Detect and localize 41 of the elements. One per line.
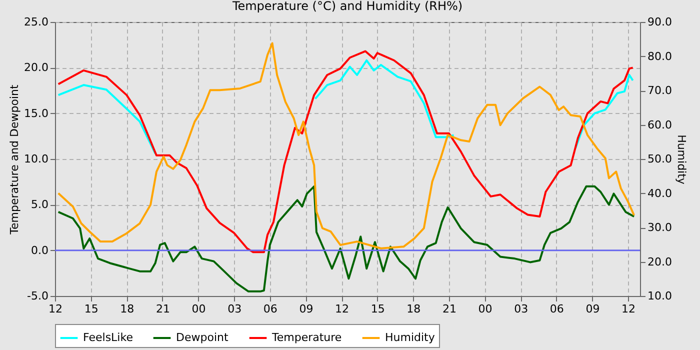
x-tick-label: 21 xyxy=(442,302,456,316)
x-tick-label: 03 xyxy=(514,302,528,316)
y2-tick-label: 10.0 xyxy=(648,290,672,302)
legend-label: Temperature xyxy=(271,331,342,344)
legend-label: FeelsLike xyxy=(83,331,134,344)
x-tick-label: 15 xyxy=(84,302,98,316)
x-tick-label: 03 xyxy=(228,302,242,316)
x-tick-label: 18 xyxy=(406,302,421,316)
x-tick-label: 21 xyxy=(156,302,170,316)
x-tick-label: 00 xyxy=(192,302,206,316)
y2-tick-label: 80.0 xyxy=(648,50,672,63)
x-tick-label: 09 xyxy=(586,302,600,316)
x-tick-label: 09 xyxy=(299,302,314,316)
y2-tick-label: 70.0 xyxy=(648,84,672,97)
y-tick-label: 25.0 xyxy=(24,16,48,28)
y2-tick-label: 20.0 xyxy=(648,255,672,268)
x-tick-label: 00 xyxy=(478,302,492,316)
x-tick-label: 06 xyxy=(263,302,278,316)
legend-label: Humidity xyxy=(385,331,436,344)
x-tick-label: 06 xyxy=(550,302,564,316)
legend-label: Dewpoint xyxy=(176,331,229,344)
y2-tick-label: 30.0 xyxy=(648,221,672,234)
y-tick-label: 5.0 xyxy=(31,198,48,212)
line-series xyxy=(57,185,636,292)
x-tick-label: 15 xyxy=(370,302,385,316)
x-tick-label: 12 xyxy=(48,302,62,316)
x-tick-label: 18 xyxy=(120,302,134,316)
y2-axis-title: Humidity xyxy=(674,134,688,185)
y-tick-label: -5.0 xyxy=(27,290,48,302)
y2-tick-label: 40.0 xyxy=(648,186,672,200)
x-tick-label: 12 xyxy=(335,302,350,316)
x-tick-label: 12 xyxy=(622,302,636,316)
y2-tick-label: 60.0 xyxy=(648,118,672,132)
chart-title: Temperature (°C) and Humidity (RH%) xyxy=(231,0,463,13)
y-axis-title: Temperature and Dewpoint xyxy=(8,84,22,236)
y-tick-label: 15.0 xyxy=(24,106,48,120)
y2-tick-label: 50.0 xyxy=(648,152,672,166)
y-tick-label: 10.0 xyxy=(24,152,48,166)
y-tick-label: 0.0 xyxy=(31,244,48,257)
y2-tick-label: 90.0 xyxy=(648,16,672,28)
y-tick-label: 20.0 xyxy=(24,61,48,74)
